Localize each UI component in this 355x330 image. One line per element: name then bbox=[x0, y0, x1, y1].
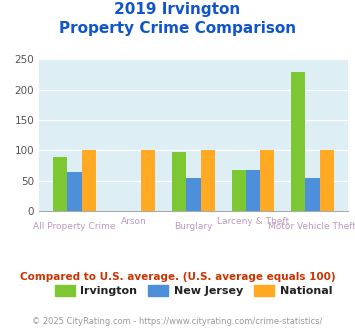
Bar bbox=[53, 156, 67, 211]
Bar bbox=[141, 150, 155, 211]
Bar bbox=[320, 150, 334, 211]
Bar bbox=[172, 152, 186, 211]
Legend: Irvington, New Jersey, National: Irvington, New Jersey, National bbox=[50, 280, 337, 301]
Text: © 2025 CityRating.com - https://www.cityrating.com/crime-statistics/: © 2025 CityRating.com - https://www.city… bbox=[32, 317, 323, 326]
Text: Motor Vehicle Theft: Motor Vehicle Theft bbox=[268, 222, 355, 231]
Text: Burglary: Burglary bbox=[174, 222, 213, 231]
Text: Larceny & Theft: Larceny & Theft bbox=[217, 216, 289, 225]
Bar bbox=[246, 170, 260, 211]
Text: Arson: Arson bbox=[121, 216, 147, 225]
Text: Property Crime Comparison: Property Crime Comparison bbox=[59, 21, 296, 36]
Bar bbox=[82, 150, 96, 211]
Text: All Property Crime: All Property Crime bbox=[33, 222, 116, 231]
Bar bbox=[305, 179, 320, 211]
Bar bbox=[201, 150, 215, 211]
Bar bbox=[231, 170, 246, 211]
Bar bbox=[67, 172, 82, 211]
Bar bbox=[260, 150, 274, 211]
Text: 2019 Irvington: 2019 Irvington bbox=[114, 2, 241, 16]
Bar bbox=[291, 72, 305, 211]
Text: Compared to U.S. average. (U.S. average equals 100): Compared to U.S. average. (U.S. average … bbox=[20, 272, 335, 282]
Bar bbox=[186, 179, 201, 211]
